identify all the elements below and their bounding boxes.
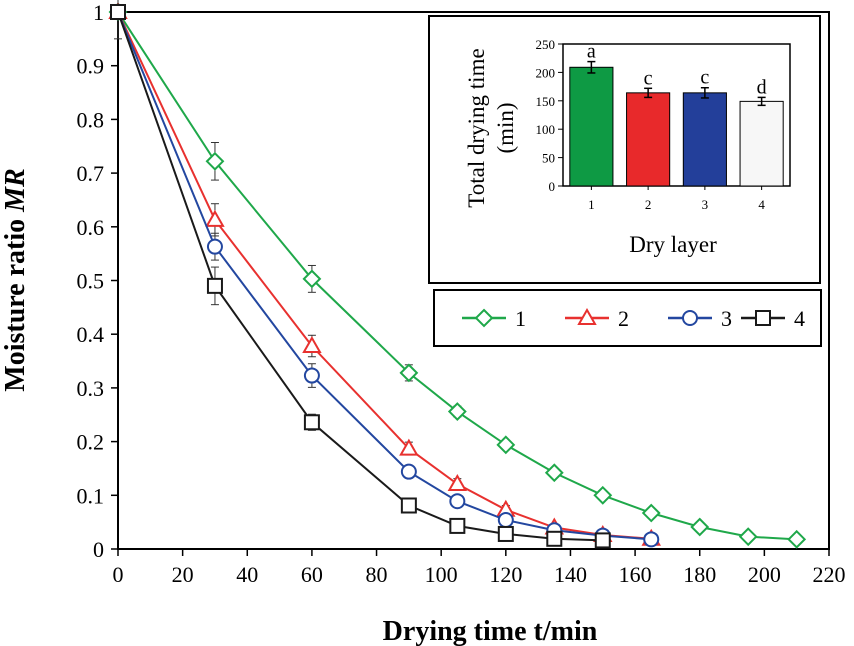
inset-y-tick-label: 100 (536, 122, 556, 137)
x-tick-label: 80 (366, 562, 388, 587)
series-1-point (641, 503, 661, 523)
x-tick-label: 200 (748, 562, 781, 587)
series-1-point (738, 527, 758, 547)
series-1-point (544, 463, 564, 483)
series-4-point (110, 4, 126, 20)
x-tick-label: 140 (554, 562, 587, 587)
series-1-point (399, 363, 419, 383)
series-3-point (206, 238, 223, 255)
series-2-point (447, 474, 468, 492)
x-tick-label: 0 (113, 562, 124, 587)
series-4-line (117, 11, 603, 542)
x-tick-label: 40 (236, 562, 258, 587)
series-1-point (690, 517, 710, 537)
series-4-point (594, 532, 611, 549)
x-tick-label: 20 (172, 562, 194, 587)
y-tick-label: 0.8 (77, 107, 105, 132)
y-tick-label: 0.5 (77, 269, 105, 294)
x-tick-label: 160 (619, 562, 652, 587)
y-tick-label: 0.3 (77, 376, 105, 401)
legend: 1 2 3 4 (462, 306, 805, 331)
y-tick-label: 0.6 (77, 215, 105, 240)
series-3-point (497, 512, 514, 529)
inset-plot-frame (562, 43, 791, 187)
y-axis-title-text: Moisture ratio (0, 212, 31, 392)
inset-y-tick-label: 150 (536, 94, 556, 109)
main-axes: 0 20 40 60 80 100 120 140 160 180 200 22000.10.20.3… (77, 0, 846, 587)
series-1-line (117, 11, 797, 541)
inset-y-tick-label: 250 (536, 37, 556, 52)
inset-x-tick-label: 3 (702, 197, 709, 212)
series-2-point (205, 209, 225, 227)
inset-x-tick-label: 4 (758, 197, 765, 212)
inset-y-tick-label: 200 (536, 65, 556, 80)
series-4-point (497, 525, 514, 542)
legend-marker-3 (682, 310, 698, 326)
inset-x-title: Dry layer (629, 232, 717, 257)
y-tick-label: 0.9 (77, 54, 105, 79)
legend-marker-4 (755, 310, 771, 326)
y-tick-label: 0.7 (77, 161, 105, 186)
x-axis-title: Drying time t/min (383, 616, 598, 646)
y-tick-label: 0.4 (77, 322, 105, 347)
series-4-point (546, 530, 563, 547)
x-tick-label: 60 (301, 562, 323, 587)
inset-sig-letter: c (644, 67, 653, 89)
series-3-point (400, 463, 417, 480)
legend-label-2: 2 (618, 306, 629, 331)
x-tick-label: 100 (425, 562, 458, 587)
inset-y-tick-label: 50 (542, 151, 555, 166)
series-3-point (303, 367, 320, 384)
series-4-point (449, 517, 466, 534)
series-1-point (787, 529, 807, 549)
y-tick-label: 0.2 (77, 430, 105, 455)
series-4 (110, 0, 611, 549)
y-tick-label: 1 (93, 0, 104, 25)
series-1-point (205, 151, 225, 171)
inset-x-tick-label: 1 (588, 197, 595, 212)
inset-bar-2 (626, 92, 671, 187)
inset-y-title-line1: Total drying time (464, 48, 489, 207)
series-1-point (593, 485, 613, 505)
y-axis-title-italic: MR (0, 168, 31, 213)
y-tick-label: 0.1 (77, 483, 105, 508)
inset-bar-chart: 0 50 100 150 200 250 a 1 c 2 c 3 d 4 (536, 37, 791, 212)
x-tick-label: 120 (489, 562, 522, 587)
series-4-point (303, 414, 320, 431)
series-1-point (302, 269, 322, 289)
inset-bar-4 (739, 100, 784, 187)
series-3-point (643, 531, 660, 548)
inset-sig-letter: d (757, 76, 767, 98)
legend-marker-2 (577, 307, 597, 325)
inset-bar-3 (682, 92, 727, 187)
inset-sig-letter: c (700, 67, 709, 89)
series-4-point (206, 277, 223, 294)
series-1-point (447, 402, 467, 421)
series-4-point (400, 497, 417, 514)
inset-y-title-line2: (min) (493, 102, 518, 153)
series-3-point (449, 493, 466, 510)
y-axis-title: Moisture ratio MR (0, 168, 31, 391)
inset-bar-1 (569, 66, 614, 187)
series-2-point (399, 438, 419, 456)
inset-sig-letter: a (587, 41, 596, 63)
inset-y-tick-label: 0 (549, 179, 556, 194)
x-tick-label: 180 (683, 562, 716, 587)
legend-label-3: 3 (721, 306, 732, 331)
legend-marker-1 (474, 308, 494, 328)
series-1 (108, 2, 807, 549)
legend-label-4: 4 (794, 306, 805, 331)
inset-x-tick-label: 2 (645, 197, 652, 212)
main-series-group (108, 0, 807, 549)
y-tick-label: 0 (93, 537, 104, 562)
legend-label-1: 1 (515, 306, 526, 331)
x-tick-label: 220 (813, 562, 846, 587)
series-1-point (496, 435, 516, 455)
series-2-point (302, 335, 322, 354)
